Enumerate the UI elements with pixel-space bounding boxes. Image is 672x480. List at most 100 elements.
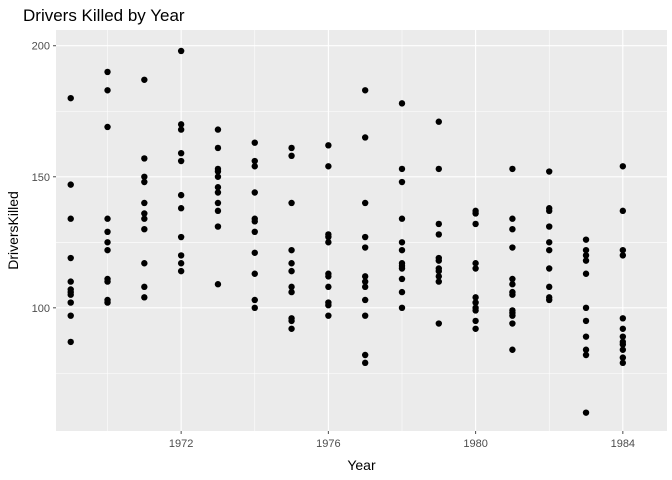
data-point — [325, 301, 332, 309]
y-tick-label: 150 — [32, 172, 50, 184]
data-point — [141, 178, 148, 186]
data-point — [619, 354, 627, 361]
data-point — [251, 139, 258, 146]
data-point — [472, 210, 479, 217]
data-point — [361, 312, 369, 319]
x-tick-label: 1984 — [611, 438, 635, 450]
data-point — [104, 87, 111, 94]
data-point — [509, 291, 516, 298]
x-tick-label: 1980 — [463, 438, 487, 450]
data-point — [472, 325, 479, 332]
data-point — [361, 87, 369, 94]
data-point — [141, 210, 148, 217]
data-point — [472, 317, 479, 325]
data-point — [288, 144, 295, 152]
plot-panel — [56, 30, 667, 431]
data-point — [67, 338, 74, 346]
data-point — [361, 359, 369, 367]
data-point — [104, 246, 111, 254]
data-point — [509, 275, 516, 283]
data-point — [361, 233, 369, 241]
data-point — [288, 260, 295, 267]
data-point — [141, 283, 148, 291]
data-point — [104, 299, 111, 306]
data-point — [177, 267, 185, 275]
data-point — [472, 294, 479, 301]
data-point — [141, 155, 148, 162]
data-point — [104, 68, 111, 76]
data-point — [435, 267, 442, 275]
data-point — [177, 157, 185, 165]
data-point — [582, 346, 590, 353]
data-point — [582, 270, 590, 277]
minor-grid — [56, 30, 667, 431]
data-point — [104, 123, 111, 131]
data-point — [361, 351, 369, 359]
data-point — [214, 281, 222, 288]
data-point — [325, 283, 332, 291]
data-point — [325, 273, 332, 280]
data-point — [251, 270, 258, 277]
data-point — [177, 121, 185, 128]
data-point — [214, 223, 222, 230]
data-point — [398, 178, 406, 186]
data-point — [361, 199, 369, 207]
data-point — [325, 142, 332, 149]
data-point — [214, 126, 222, 133]
data-point — [435, 231, 442, 238]
data-points — [67, 47, 627, 416]
data-point — [472, 307, 479, 314]
data-point — [398, 265, 406, 272]
data-point — [67, 291, 74, 298]
data-point — [251, 157, 258, 165]
data-point — [472, 260, 479, 267]
data-point — [398, 165, 406, 173]
data-point — [67, 299, 74, 306]
data-point — [214, 173, 222, 180]
data-point — [398, 275, 406, 283]
data-point — [104, 239, 111, 246]
data-point — [619, 346, 627, 353]
data-point — [509, 312, 516, 319]
data-point — [546, 265, 553, 272]
data-point — [325, 163, 332, 170]
data-point — [509, 281, 516, 288]
data-point — [67, 94, 74, 102]
data-point — [177, 149, 185, 157]
data-point — [619, 207, 627, 215]
y-tick-label: 100 — [32, 303, 50, 315]
data-point — [177, 191, 185, 199]
data-point — [435, 165, 442, 173]
y-tick-label: 200 — [32, 41, 50, 53]
data-point — [472, 265, 479, 272]
data-point — [251, 163, 258, 170]
data-point — [582, 257, 590, 264]
data-point — [141, 225, 148, 233]
data-point — [288, 325, 295, 332]
data-point — [361, 296, 369, 304]
data-point — [288, 246, 295, 254]
data-point — [214, 184, 222, 191]
data-point — [509, 346, 516, 353]
x-tick-label: 1972 — [169, 438, 193, 450]
chart-title: Drivers Killed by Year — [23, 6, 185, 25]
data-point — [288, 283, 295, 291]
x-tick-label: 1976 — [316, 438, 340, 450]
y-axis: 100 150 200 — [32, 41, 56, 315]
data-point — [141, 199, 148, 207]
data-point — [361, 273, 369, 280]
data-point — [141, 76, 148, 83]
data-point — [141, 173, 148, 180]
data-point — [361, 244, 369, 251]
data-point — [509, 165, 516, 173]
data-point — [546, 283, 553, 291]
data-point — [104, 215, 111, 222]
data-point — [398, 246, 406, 254]
data-point — [619, 252, 627, 259]
data-point — [177, 205, 185, 212]
data-point — [472, 299, 479, 306]
data-point — [619, 341, 627, 348]
data-point — [67, 181, 74, 188]
data-point — [141, 215, 148, 222]
x-axis: 1972 1976 1980 1984 — [169, 431, 635, 450]
